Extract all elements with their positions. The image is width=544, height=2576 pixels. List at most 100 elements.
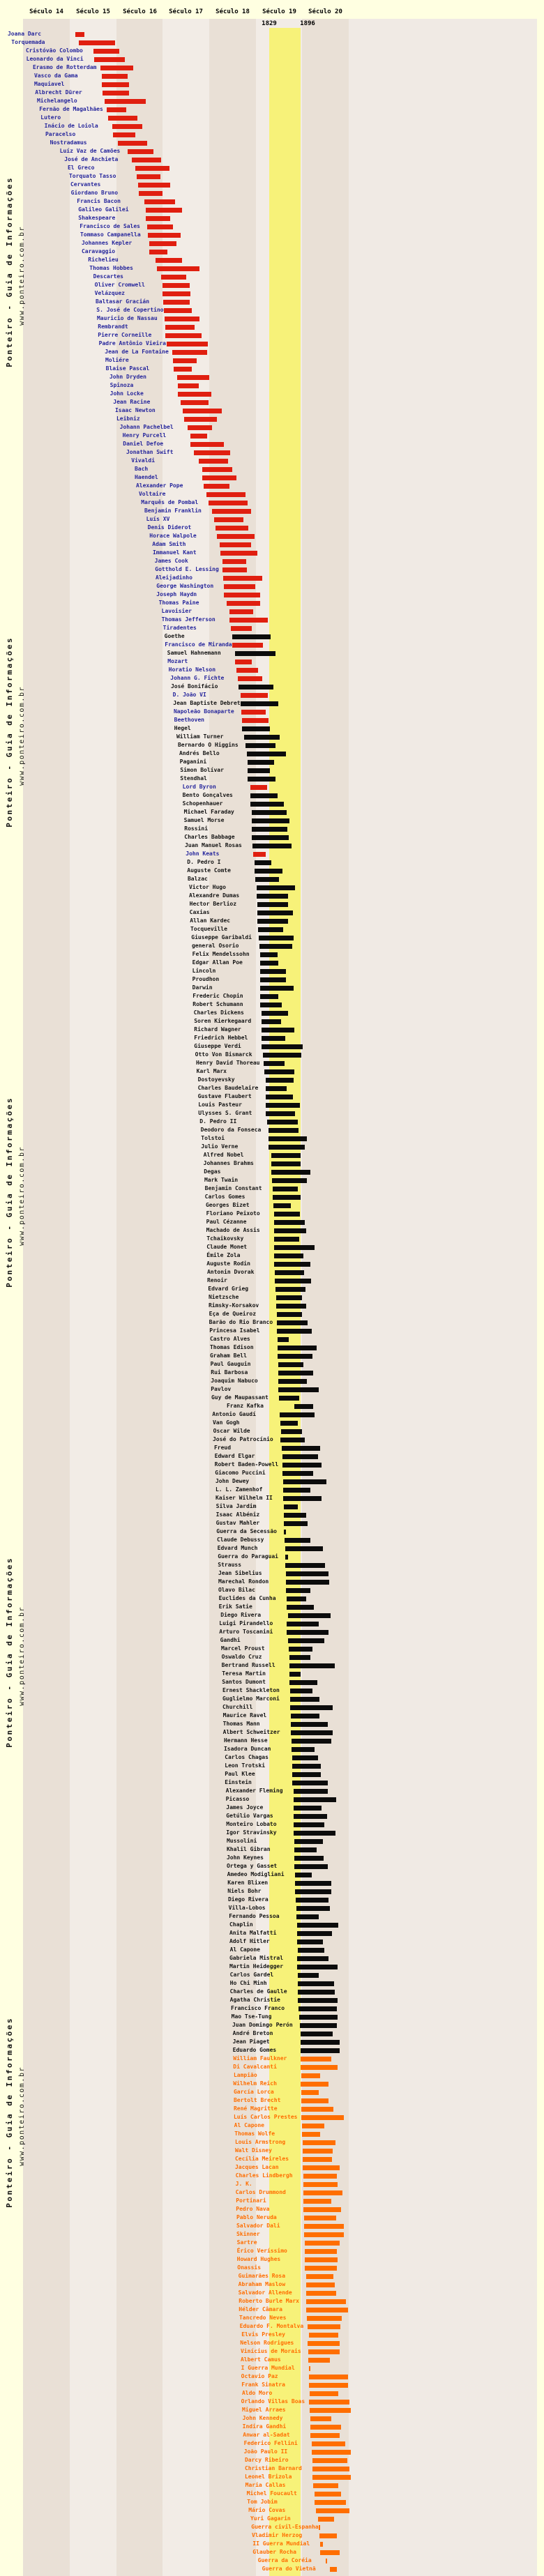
- person-name: Eduardo F. Montalva: [239, 2323, 304, 2329]
- lifespan-bar: [274, 1245, 315, 1250]
- person-name: Franz Kafka: [226, 1403, 264, 1409]
- lifespan-bar: [277, 1354, 312, 1359]
- person-name: Benjamin Constant: [204, 1185, 262, 1191]
- lifespan-bar: [274, 1237, 299, 1242]
- person-name: Bertolt Brecht: [233, 2097, 281, 2103]
- person-name: Graham Bell: [209, 1352, 247, 1359]
- person-name: Auguste Comte: [187, 867, 231, 874]
- person-name: José Bonifácio: [170, 683, 218, 689]
- person-name: L. L. Zamenhof: [215, 1486, 263, 1493]
- person-name: Mussolini: [226, 1838, 257, 1844]
- lifespan-bar: [248, 768, 270, 773]
- person-name: Érico Veríssimo: [236, 2248, 287, 2254]
- lifespan-bar: [297, 1981, 335, 1986]
- lifespan-bar: [281, 1446, 321, 1451]
- person-name: Cecília Meireles: [234, 2156, 289, 2162]
- person-name: Tchaikovsky: [206, 1235, 244, 1242]
- lifespan-bar: [100, 66, 133, 70]
- person-name: Giacomo Puccini: [215, 1470, 266, 1476]
- person-name: Lampião: [233, 2072, 257, 2078]
- century-label: Século 15: [76, 8, 110, 15]
- lifespan-bar: [282, 1454, 318, 1459]
- person-name: Oswaldo Cruz: [221, 1654, 262, 1660]
- lifespan-bar: [297, 1973, 319, 1978]
- person-name: Albert Schweitzer: [222, 1729, 280, 1735]
- person-name: Rui Barbosa: [211, 1369, 248, 1375]
- person-name: Shakespeare: [78, 215, 116, 221]
- lifespan-bar: [286, 1605, 314, 1610]
- person-name: Georges Bizet: [205, 1202, 250, 1208]
- person-name: Paul Gauguin: [210, 1361, 251, 1367]
- person-name: Aldo Moro: [241, 2390, 273, 2396]
- lifespan-bar: [241, 710, 266, 715]
- person-name: Spinoza: [109, 382, 134, 388]
- lifespan-bar: [282, 1479, 326, 1484]
- person-name: Villa-Lobos: [228, 1905, 266, 1911]
- person-name: Tocqueville: [190, 926, 227, 932]
- lifespan-bar: [303, 2190, 343, 2195]
- person-name: Hegel: [174, 725, 191, 731]
- lifespan-bar: [302, 2132, 320, 2137]
- person-name: Frank Sinatra: [241, 2381, 285, 2388]
- person-name: Skinner: [236, 2231, 260, 2237]
- lifespan-bar: [302, 2149, 333, 2154]
- person-name: Guerra civil-Espanha: [251, 2524, 319, 2530]
- lifespan-bar: [250, 785, 267, 790]
- person-name: Einstein: [225, 1779, 252, 1785]
- lifespan-bar: [294, 1864, 328, 1869]
- lifespan-bar: [285, 1546, 323, 1551]
- lifespan-bar: [182, 409, 222, 413]
- person-name: Victor Hugo: [188, 884, 226, 890]
- person-name: Yuri Gagarin: [250, 2515, 291, 2522]
- lifespan-bar: [287, 1638, 325, 1643]
- person-name: Velázquez: [94, 290, 125, 296]
- person-name: Cristóvão Colombo: [25, 47, 83, 54]
- lifespan-bar: [255, 877, 279, 882]
- lifespan-bar: [283, 1513, 307, 1518]
- person-name: Deodoro da Fonseca: [200, 1127, 262, 1133]
- lifespan-bar: [298, 2006, 338, 2011]
- lifespan-bar: [280, 1412, 315, 1417]
- person-name: Stendhal: [180, 775, 207, 782]
- lifespan-bar: [319, 2533, 338, 2538]
- person-name: Howard Hughes: [236, 2256, 281, 2262]
- lifespan-bar: [293, 1797, 336, 1802]
- person-name: Gandhi: [220, 1637, 241, 1643]
- lifespan-bar: [308, 2375, 348, 2379]
- lifespan-bar: [287, 1630, 329, 1635]
- person-name: Bach: [134, 466, 149, 472]
- person-name: Joseph Haydn: [156, 591, 197, 597]
- lifespan-bar: [319, 2525, 321, 2530]
- lifespan-bar: [104, 99, 146, 104]
- sidebar-url-label: www.ponteiro.com.br: [17, 685, 26, 786]
- lifespan-bar: [269, 1145, 305, 1150]
- person-name: Schopenhauer: [182, 800, 223, 807]
- person-name: Abraham Maslow: [238, 2281, 286, 2287]
- person-name: Bernardo O Higgins: [177, 742, 239, 748]
- person-name: Jean Piaget: [232, 2038, 270, 2045]
- person-name: Torquemada: [11, 39, 45, 45]
- lifespan-bar: [310, 2433, 340, 2438]
- lifespan-bar: [296, 1906, 330, 1911]
- person-name: Marechal Rondon: [218, 1578, 269, 1585]
- person-name: Teresa Martin: [222, 1670, 266, 1677]
- lifespan-bar: [202, 467, 233, 472]
- person-name: Sartre: [236, 2239, 257, 2246]
- lifespan-bar: [274, 1270, 304, 1275]
- lifespan-bar: [304, 2257, 338, 2262]
- lifespan-bar: [101, 82, 129, 87]
- person-name: Giordano Bruno: [70, 190, 119, 196]
- lifespan-bar: [165, 325, 195, 330]
- person-name: Napoleão Bonaparte: [173, 708, 234, 715]
- lifespan-bar: [285, 1563, 325, 1568]
- person-name: Darcy Ribeiro: [244, 2457, 289, 2463]
- lifespan-bar: [187, 425, 212, 430]
- person-name: Tolstoi: [201, 1135, 225, 1141]
- person-name: Paracelso: [45, 131, 76, 137]
- lifespan-bar: [289, 1705, 333, 1710]
- person-name: James Joyce: [226, 1804, 264, 1811]
- person-name: Maquiavel: [33, 81, 65, 87]
- person-name: Lord Byron: [182, 784, 216, 790]
- lifespan-bar: [280, 1438, 305, 1442]
- person-name: Al Capone: [234, 2122, 264, 2128]
